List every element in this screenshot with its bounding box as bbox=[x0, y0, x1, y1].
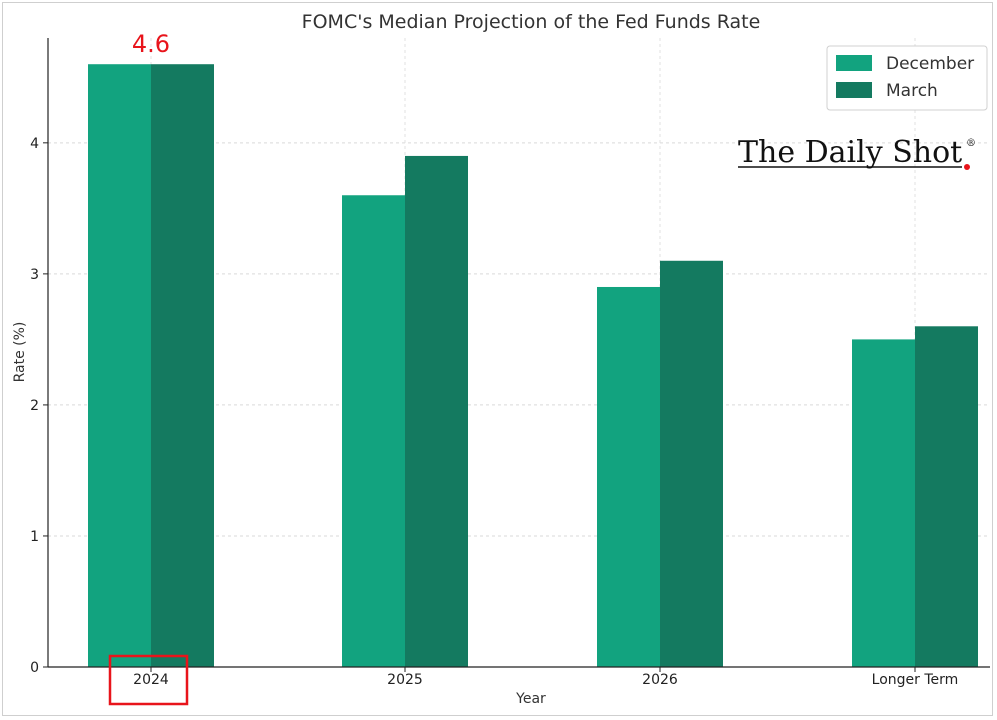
legend: December March bbox=[826, 45, 988, 111]
y-tick-label: 3 bbox=[30, 267, 39, 283]
value-annotation: 4.6 bbox=[132, 30, 170, 58]
annotations: 4.6 bbox=[132, 30, 170, 58]
y-ticks: 0 1 2 3 4 bbox=[30, 136, 48, 676]
bar-december-longer-term bbox=[852, 339, 915, 667]
logo-registered-mark: ® bbox=[966, 138, 976, 149]
y-axis-label: Rate (%) bbox=[12, 322, 28, 383]
x-tick-label: 2025 bbox=[387, 672, 423, 688]
y-tick-label: 1 bbox=[30, 529, 39, 545]
x-tick-label: 2026 bbox=[642, 672, 678, 688]
logo-red-dot bbox=[964, 164, 970, 170]
bar-march-longer-term bbox=[915, 326, 978, 667]
legend-swatch-march bbox=[836, 82, 872, 98]
x-axis-label: Year bbox=[515, 691, 546, 707]
bars bbox=[88, 64, 978, 668]
x-ticks: 2024 2025 2026 Longer Term bbox=[133, 667, 958, 688]
legend-swatch-december bbox=[836, 55, 872, 71]
bar-march-2026 bbox=[660, 260, 723, 667]
bar-december-2024 bbox=[88, 64, 151, 668]
y-tick-label: 2 bbox=[30, 398, 39, 414]
x-tick-label: Longer Term bbox=[872, 672, 959, 688]
highlight-box bbox=[108, 654, 189, 706]
chart-title: FOMC's Median Projection of the Fed Fund… bbox=[302, 11, 761, 33]
bar-march-2024 bbox=[151, 64, 214, 668]
legend-label-december: December bbox=[886, 54, 974, 74]
x-tick-label: 2024 bbox=[133, 672, 169, 688]
y-tick-label: 4 bbox=[30, 136, 39, 152]
legend-label-march: March bbox=[886, 81, 938, 101]
logo-text: The Daily Shot bbox=[738, 135, 962, 170]
bar-december-2026 bbox=[597, 286, 660, 667]
y-tick-label: 0 bbox=[30, 660, 39, 676]
bar-december-2025 bbox=[342, 195, 405, 667]
bar-march-2025 bbox=[405, 155, 468, 667]
daily-shot-logo: The Daily Shot ® bbox=[738, 135, 976, 170]
